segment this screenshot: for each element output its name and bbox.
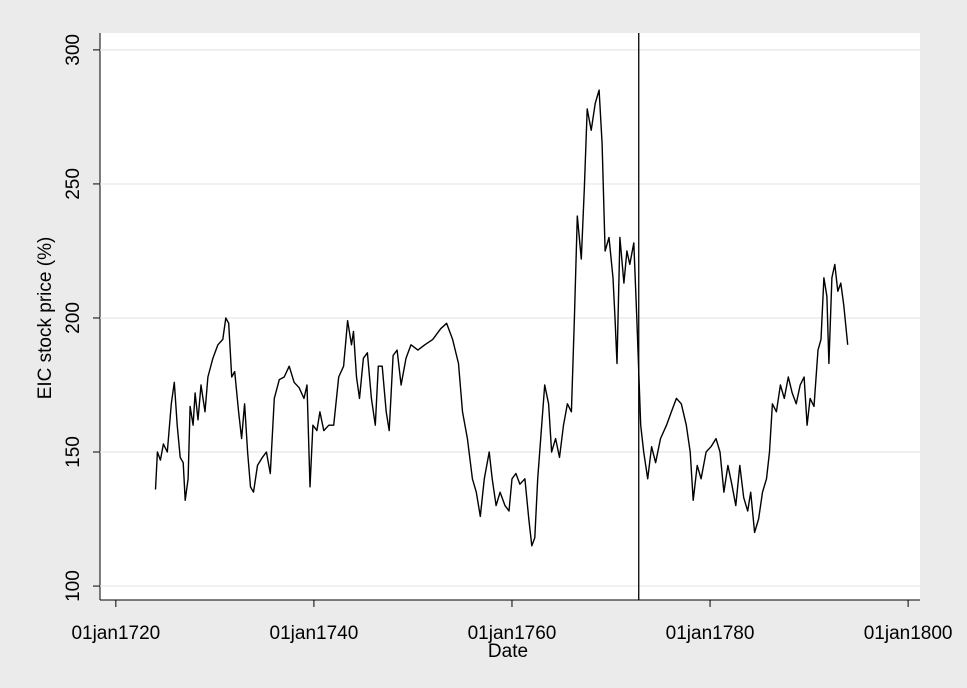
x-tick-label: 01jan1720 [71, 623, 160, 644]
y-tick-label: 200 [63, 302, 84, 334]
y-tick-label: 250 [63, 168, 84, 200]
y-tick-label: 150 [63, 436, 84, 468]
price-line [154, 89, 849, 547]
x-tick-label: 01jan1780 [666, 623, 755, 644]
x-axis-title: Date [488, 641, 528, 662]
x-tick-label: 01jan1800 [864, 623, 953, 644]
y-tick-label: 300 [63, 34, 84, 66]
x-tick-label: 01jan1740 [270, 623, 359, 644]
x-tick-label: 01jan1760 [468, 623, 557, 644]
y-axis-title: EIC stock price (%) [35, 237, 56, 400]
y-tick-label: 100 [63, 570, 84, 602]
plot-area [100, 33, 920, 600]
